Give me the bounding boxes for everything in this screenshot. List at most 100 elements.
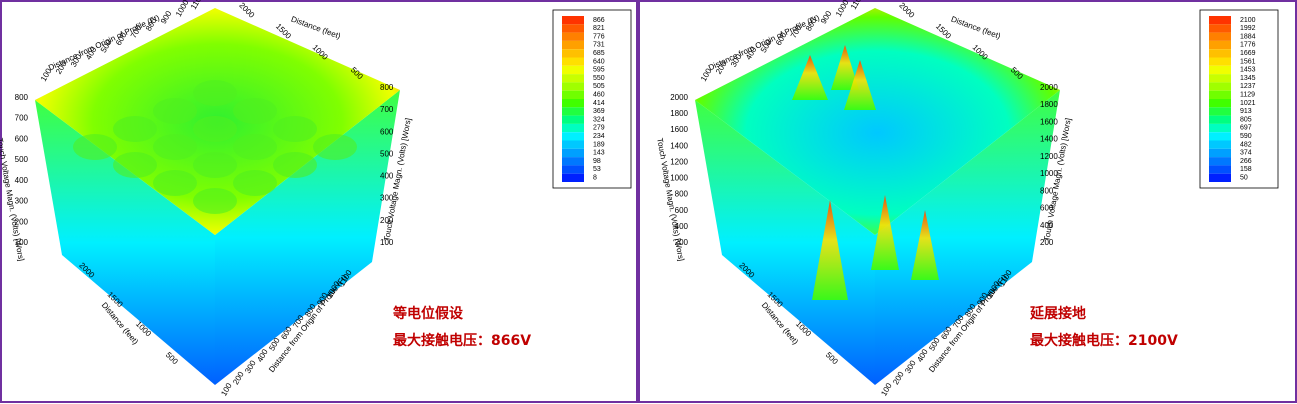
surface-dome: [113, 152, 157, 178]
legend-swatch: [562, 107, 584, 116]
legend-label: 1237: [1240, 83, 1256, 90]
voltage-tick-label: 1800: [1040, 100, 1058, 109]
surface-dome: [73, 134, 117, 160]
surface-dome: [273, 152, 317, 178]
legend-swatch: [1209, 65, 1231, 75]
surface-dome: [273, 116, 317, 142]
surface-peak: [871, 195, 899, 270]
voltage-tick-label: 1400: [670, 141, 688, 150]
profile-tick-label: 100: [879, 381, 894, 398]
surface-dome: [233, 134, 277, 160]
voltage-axis-title: Touch Voltage Magn. (Volts) [Wors]: [655, 137, 686, 261]
legend-swatch: [562, 140, 584, 149]
legend-swatch: [562, 123, 584, 133]
legend-swatch: [1209, 165, 1231, 174]
voltage-tick-label: 600: [380, 127, 394, 136]
surface-peak: [792, 55, 828, 100]
voltage-tick-label: 700: [380, 105, 394, 114]
legend-label: 1345: [1240, 75, 1256, 82]
voltage-tick-label: 200: [675, 238, 689, 247]
legend-label: 266: [1240, 158, 1252, 165]
legend-swatch: [562, 74, 584, 83]
surface-dome: [113, 116, 157, 142]
legend-label: 913: [1240, 108, 1252, 115]
legend-swatch: [562, 165, 584, 174]
legend-label: 1021: [1240, 100, 1256, 107]
legend-label: 731: [593, 42, 605, 49]
legend-label: 1776: [1240, 42, 1256, 49]
profile-tick-label: 1100: [189, 0, 206, 11]
legend-label: 590: [1240, 133, 1252, 140]
surface-side: [875, 90, 1060, 385]
legend-swatch: [1209, 57, 1231, 66]
surface-peak: [844, 60, 876, 110]
voltage-tick-label: 700: [15, 114, 29, 123]
legend-label: 685: [593, 50, 605, 57]
surface-dome: [153, 134, 197, 160]
legend-label: 1453: [1240, 67, 1256, 74]
voltage-tick-label: 800: [380, 83, 394, 92]
legend-swatch: [1209, 148, 1231, 158]
profile-tick-label: 200: [231, 370, 246, 387]
legend-label: 821: [593, 25, 605, 32]
legend-label: 189: [593, 141, 605, 148]
voltage-tick-label: 300: [15, 197, 29, 206]
voltage-tick-label: 600: [675, 206, 689, 215]
legend-label: 805: [1240, 116, 1252, 123]
voltage-tick-label: 1200: [1040, 152, 1058, 161]
distance-axis-title: Distance (feet): [950, 15, 1002, 41]
surface-dome: [193, 80, 237, 106]
annotation-max: 最大接触电压：2100V: [1030, 332, 1178, 349]
voltage-tick-label: 200: [380, 216, 394, 225]
legend-swatch: [1209, 16, 1231, 25]
legend-swatch: [1209, 24, 1231, 33]
legend-swatch: [562, 99, 584, 108]
legend-label: 1884: [1240, 33, 1256, 40]
legend-label: 143: [593, 150, 605, 157]
legend-swatch: [1209, 32, 1231, 41]
voltage-tick-label: 400: [1040, 221, 1054, 230]
legend-swatch: [562, 16, 584, 25]
voltage-tick-label: 2000: [670, 93, 688, 102]
legend-label: 1992: [1240, 25, 1256, 32]
legend-label: 776: [593, 33, 605, 40]
surface-dome: [193, 116, 237, 142]
voltage-tick-label: 800: [675, 190, 689, 199]
voltage-tick-label: 600: [15, 134, 29, 143]
voltage-tick-label: 1800: [670, 109, 688, 118]
panel-border: [638, 0, 1297, 403]
annotation-max: 最大接触电压：866V: [393, 332, 531, 349]
legend-swatch: [1209, 82, 1231, 91]
voltage-tick-label: 100: [380, 238, 394, 247]
legend-label: 1129: [1240, 92, 1255, 99]
legend-swatch: [562, 157, 584, 166]
legend-label: 1561: [1240, 58, 1256, 65]
legend-swatch: [1209, 123, 1231, 133]
voltage-tick-label: 100: [15, 238, 29, 247]
legend-swatch: [1209, 40, 1231, 50]
profile-tick-label: 900: [159, 9, 174, 26]
legend-swatch: [1209, 140, 1231, 149]
voltage-tick-label: 400: [380, 172, 394, 181]
legend-swatch: [562, 90, 584, 99]
surface-dome: [233, 98, 277, 124]
profile-tick-label: 200: [891, 370, 906, 387]
surface-side: [695, 100, 875, 385]
legend-swatch: [1209, 173, 1231, 182]
voltage-tick-label: 1400: [1040, 135, 1058, 144]
legend-label: 324: [593, 116, 605, 123]
legend-label: 482: [1240, 141, 1252, 148]
legend-swatch: [1209, 90, 1231, 99]
legend-label: 98: [593, 158, 601, 165]
legend-label: 640: [593, 58, 605, 65]
legend-label: 279: [593, 125, 605, 132]
legend-swatch: [1209, 74, 1231, 83]
legend-label: 53: [593, 166, 601, 173]
voltage-tick-label: 800: [15, 93, 29, 102]
surface-dome: [153, 98, 197, 124]
legend-label: 374: [1240, 150, 1252, 157]
voltage-tick-label: 600: [1040, 204, 1054, 213]
panel-border: [0, 0, 638, 403]
legend-swatch: [1209, 49, 1231, 58]
